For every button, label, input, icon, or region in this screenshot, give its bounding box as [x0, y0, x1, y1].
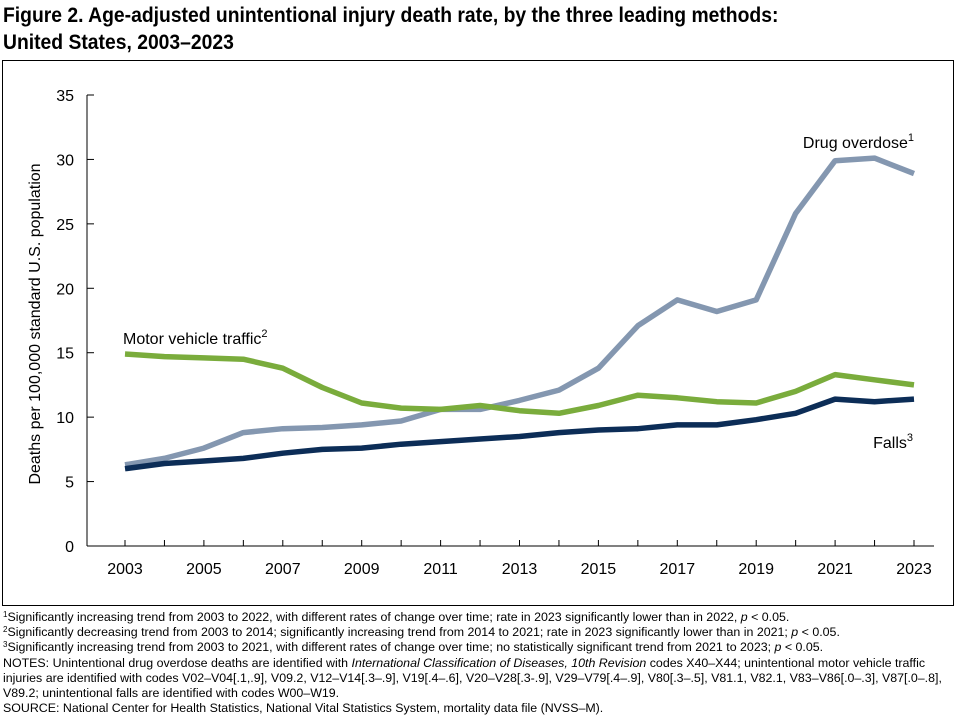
y-tick-label: 20	[56, 281, 74, 298]
x-tick-label: 2005	[186, 561, 222, 578]
x-tick-label: 2009	[344, 561, 380, 578]
y-axis-label: Deaths per 100,000 standard U.S. populat…	[27, 163, 44, 484]
y-tick-label: 5	[65, 475, 74, 492]
x-tick-label: 2023	[896, 561, 932, 578]
series-labels: Drug overdose1 Motor vehicle traffic2 Fall…	[123, 132, 914, 452]
x-tick-label: 2011	[423, 561, 458, 578]
series-label-falls: Falls3	[873, 432, 913, 452]
line-chart: 0 5 10 15 20 25 30 35 2003 2005 2007 2009 2011 2013 20…	[27, 88, 934, 578]
x-tick-label: 2019	[738, 561, 774, 578]
x-tick-label: 2003	[107, 561, 143, 578]
x-tick-label: 2017	[660, 561, 696, 578]
x-tick-label: 2021	[817, 561, 853, 578]
series-line-falls	[124, 396, 915, 472]
figure-title-line-1: Figure 2. Age-adjusted unintentional inj…	[3, 4, 779, 27]
x-tick-label: 2007	[265, 561, 301, 578]
y-tick-label: 0	[65, 539, 74, 556]
footnote-1: 1Significantly increasing trend from 200…	[3, 610, 790, 624]
y-tick-label: 35	[56, 88, 74, 105]
y-tick-label: 30	[56, 152, 74, 169]
y-tick-label: 25	[56, 217, 74, 234]
axes: 0 5 10 15 20 25 30 35 2003 2005 2007 2009 2011 2013 20…	[56, 88, 934, 578]
figure-title-line-2: United States, 2003–2023	[3, 31, 234, 54]
series-line-motor-vehicle-traffic	[124, 351, 915, 417]
series-label-motor-vehicle-traffic: Motor vehicle traffic2	[123, 328, 268, 348]
source-text: SOURCE: National Center for Health Stati…	[3, 701, 604, 716]
footnotes: 1Significantly increasing trend from 200…	[3, 610, 958, 716]
series-label-drug-overdose: Drug overdose1	[803, 132, 914, 152]
y-tick-label: 10	[56, 410, 74, 427]
footnote-2: 2Significantly decreasing trend from 200…	[3, 625, 840, 640]
series-lines	[124, 155, 916, 472]
figure-title: Figure 2. Age-adjusted unintentional inj…	[3, 2, 877, 56]
y-tick-label: 15	[56, 346, 74, 363]
x-tick-label: 2013	[502, 561, 538, 578]
series-line-drug-overdose	[124, 155, 916, 468]
chart-frame	[2, 60, 954, 606]
x-tick-label: 2015	[581, 561, 617, 578]
footnote-3: 3Significantly increasing trend from 200…	[3, 640, 824, 655]
notes-text: NOTES: Unintentional drug overdose death…	[3, 655, 942, 701]
